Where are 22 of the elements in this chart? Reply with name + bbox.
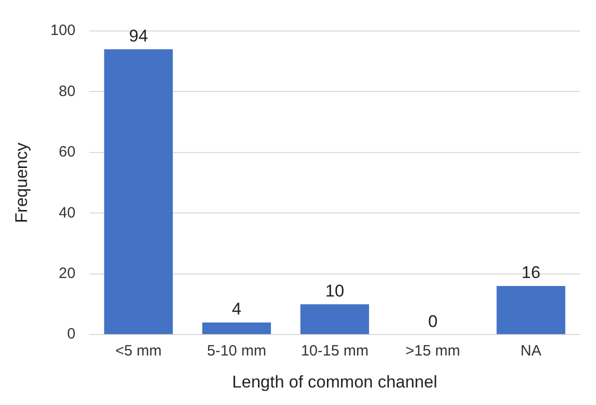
bar xyxy=(202,322,271,334)
data-label: 16 xyxy=(521,263,540,282)
data-label: 4 xyxy=(232,300,242,319)
y-tick-label: 20 xyxy=(58,265,76,282)
y-axis-title: Frequency xyxy=(12,142,31,223)
y-tick-label: 100 xyxy=(50,22,76,40)
y-tick-label: 60 xyxy=(58,144,76,161)
x-axis-title: Length of common channel xyxy=(232,372,438,392)
bar xyxy=(300,304,370,334)
data-label: 10 xyxy=(325,281,344,300)
x-tick-label: >15 mm xyxy=(406,342,460,360)
y-tick-label: 80 xyxy=(58,82,76,100)
data-label: 94 xyxy=(129,26,148,46)
bar xyxy=(496,286,566,334)
x-tick-label: NA xyxy=(520,342,542,360)
x-tick-label: 10-15 mm xyxy=(300,342,368,360)
x-tick-label: 5-10 mm xyxy=(207,342,266,360)
bar xyxy=(104,49,173,334)
x-tick-label: <5 mm xyxy=(115,342,162,360)
y-tick-label: 40 xyxy=(58,204,76,222)
y-tick-label: 0 xyxy=(67,326,76,343)
data-label: 0 xyxy=(428,312,438,331)
